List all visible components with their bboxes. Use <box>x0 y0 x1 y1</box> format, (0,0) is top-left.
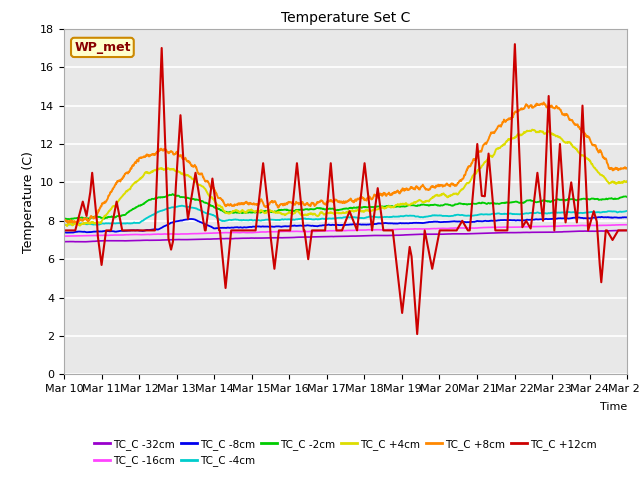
TC_C +12cm <box>511 41 518 47</box>
TC_C -2cm <box>66 216 74 222</box>
TC_C -32cm <box>321 234 329 240</box>
TC_C -2cm <box>169 191 177 197</box>
TC_C +12cm <box>299 220 307 226</box>
TC_C +12cm <box>127 228 134 233</box>
TC_C -16cm <box>104 232 111 238</box>
Title: Temperature Set C: Temperature Set C <box>281 11 410 25</box>
TC_C +12cm <box>413 331 421 337</box>
Line: TC_C -8cm: TC_C -8cm <box>64 217 627 233</box>
Line: TC_C -32cm: TC_C -32cm <box>64 230 627 242</box>
Y-axis label: Temperature (C): Temperature (C) <box>22 151 35 252</box>
TC_C -2cm <box>322 206 330 212</box>
TC_C +4cm <box>63 223 71 229</box>
TC_C +4cm <box>321 211 329 217</box>
TC_C -16cm <box>381 227 388 233</box>
TC_C +4cm <box>311 211 319 216</box>
Legend: TC_C -32cm, TC_C -16cm, TC_C -8cm, TC_C -4cm, TC_C -2cm, TC_C +4cm, TC_C +8cm, T: TC_C -32cm, TC_C -16cm, TC_C -8cm, TC_C … <box>90 435 601 470</box>
TC_C +4cm <box>127 184 134 190</box>
TC_C +12cm <box>623 228 631 233</box>
TC_C -8cm <box>127 228 134 233</box>
TC_C -4cm <box>312 216 319 222</box>
TC_C -16cm <box>623 222 631 228</box>
TC_C -8cm <box>623 215 631 220</box>
Line: TC_C -4cm: TC_C -4cm <box>64 205 627 225</box>
Line: TC_C +8cm: TC_C +8cm <box>64 102 627 223</box>
TC_C -2cm <box>127 207 134 213</box>
TC_C -8cm <box>311 223 319 229</box>
TC_C -8cm <box>60 229 68 235</box>
TC_C +8cm <box>381 190 388 196</box>
TC_C -4cm <box>178 203 186 208</box>
TC_C -32cm <box>381 233 388 239</box>
TC_C +12cm <box>311 228 319 233</box>
TC_C +4cm <box>381 205 388 211</box>
TC_C +8cm <box>127 166 134 171</box>
TC_C -4cm <box>623 208 631 214</box>
TC_C -32cm <box>60 239 68 245</box>
TC_C +12cm <box>321 228 328 233</box>
TC_C -4cm <box>322 216 330 222</box>
TC_C -8cm <box>64 230 72 236</box>
TC_C +8cm <box>300 201 307 207</box>
TC_C -8cm <box>381 220 388 226</box>
TC_C -4cm <box>300 216 308 221</box>
TC_C -16cm <box>60 233 68 239</box>
Text: WP_met: WP_met <box>74 41 131 54</box>
Line: TC_C -2cm: TC_C -2cm <box>64 194 627 219</box>
TC_C -16cm <box>311 228 319 234</box>
TC_C -8cm <box>104 228 112 234</box>
TC_C -32cm <box>76 239 84 245</box>
TC_C +8cm <box>540 99 548 105</box>
TC_C -8cm <box>321 222 329 228</box>
TC_C +8cm <box>74 220 81 226</box>
TC_C +12cm <box>60 228 68 233</box>
TC_C -2cm <box>381 204 389 209</box>
TC_C +8cm <box>60 217 68 223</box>
TC_C -2cm <box>104 214 112 220</box>
TC_C -16cm <box>299 228 307 234</box>
TC_C -2cm <box>623 194 631 200</box>
TC_C -8cm <box>300 223 307 228</box>
TC_C -32cm <box>623 228 631 233</box>
TC_C -4cm <box>104 220 112 226</box>
TC_C -2cm <box>312 206 319 212</box>
TC_C -16cm <box>622 222 630 228</box>
TC_C -4cm <box>127 220 134 226</box>
TC_C -32cm <box>104 238 112 244</box>
TC_C +12cm <box>381 228 388 233</box>
TC_C -4cm <box>381 214 389 220</box>
TC_C +4cm <box>623 179 631 184</box>
TC_C -32cm <box>127 238 134 243</box>
TC_C -32cm <box>311 234 319 240</box>
TC_C -4cm <box>61 222 69 228</box>
TC_C -2cm <box>60 216 68 222</box>
TC_C -4cm <box>60 222 68 228</box>
TC_C +4cm <box>104 210 112 216</box>
TC_C -2cm <box>300 207 308 213</box>
TC_C -16cm <box>127 232 134 238</box>
Text: Time: Time <box>600 402 627 412</box>
TC_C +8cm <box>311 203 319 208</box>
TC_C +8cm <box>623 165 631 171</box>
Line: TC_C -16cm: TC_C -16cm <box>64 225 627 236</box>
TC_C +8cm <box>321 201 329 207</box>
Line: TC_C +4cm: TC_C +4cm <box>64 130 627 226</box>
TC_C +12cm <box>104 228 111 233</box>
TC_C +4cm <box>528 127 536 132</box>
TC_C -16cm <box>321 228 328 234</box>
Line: TC_C +12cm: TC_C +12cm <box>64 44 627 334</box>
TC_C +4cm <box>300 212 307 218</box>
TC_C +4cm <box>60 222 68 228</box>
TC_C +8cm <box>104 195 112 201</box>
TC_C -32cm <box>300 234 307 240</box>
TC_C -8cm <box>598 214 605 220</box>
